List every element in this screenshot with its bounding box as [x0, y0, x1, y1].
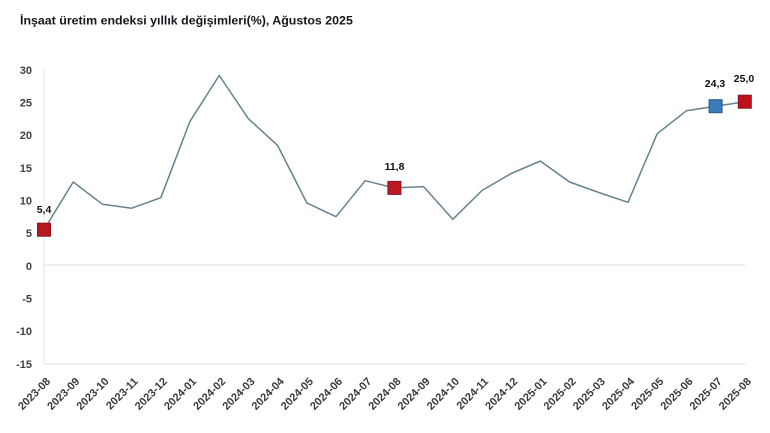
svg-text:25: 25 — [20, 98, 32, 110]
svg-text:5,4: 5,4 — [37, 204, 52, 216]
svg-text:10: 10 — [20, 196, 32, 208]
svg-text:30: 30 — [20, 65, 32, 77]
svg-text:20: 20 — [20, 130, 32, 142]
svg-text:15: 15 — [20, 163, 32, 175]
svg-text:-15: -15 — [16, 359, 32, 371]
svg-text:25,0: 25,0 — [734, 73, 755, 85]
svg-text:5: 5 — [26, 228, 32, 240]
svg-text:11,8: 11,8 — [385, 161, 405, 173]
svg-text:24,3: 24,3 — [705, 78, 726, 90]
svg-text:-10: -10 — [16, 326, 32, 338]
svg-text:-5: -5 — [22, 294, 32, 306]
svg-text:İnşaat üretim endeksi yıllık d: İnşaat üretim endeksi yıllık değişimleri… — [20, 13, 353, 28]
svg-text:0: 0 — [26, 261, 32, 273]
